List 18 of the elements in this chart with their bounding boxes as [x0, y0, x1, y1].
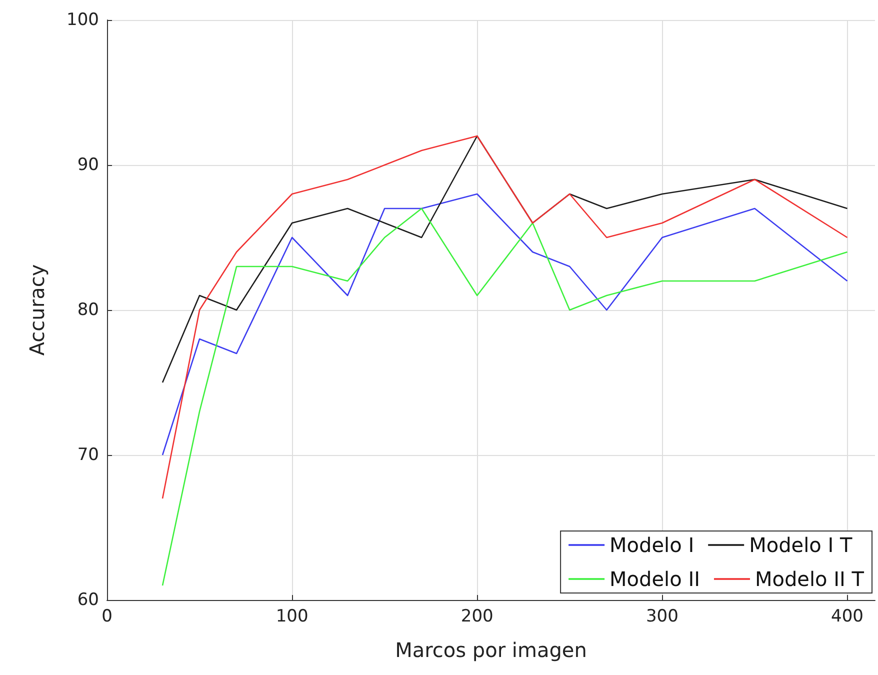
legend-label: Modelo I T: [749, 533, 853, 557]
y-tick-label: 70: [77, 445, 99, 465]
legend-label: Modelo II: [610, 567, 700, 591]
y-axis-title: Accuracy: [25, 264, 49, 356]
y-tick-label: 80: [77, 300, 99, 320]
x-tick-label: 300: [646, 606, 678, 626]
y-tick-label: 100: [66, 10, 99, 30]
legend-label: Modelo II T: [754, 567, 865, 591]
line-series: [162, 193, 848, 456]
line-series: [162, 135, 848, 500]
x-axis-title: Marcos por imagen: [395, 638, 587, 662]
x-tick-label: 100: [276, 606, 308, 626]
y-tick-label: 90: [77, 155, 99, 175]
legend-label: Modelo I: [610, 533, 694, 557]
x-tick-label: 400: [831, 606, 864, 626]
x-tick-label: 0: [102, 606, 112, 626]
y-tick-label: 60: [77, 590, 99, 610]
x-tick-label: 200: [460, 606, 494, 626]
